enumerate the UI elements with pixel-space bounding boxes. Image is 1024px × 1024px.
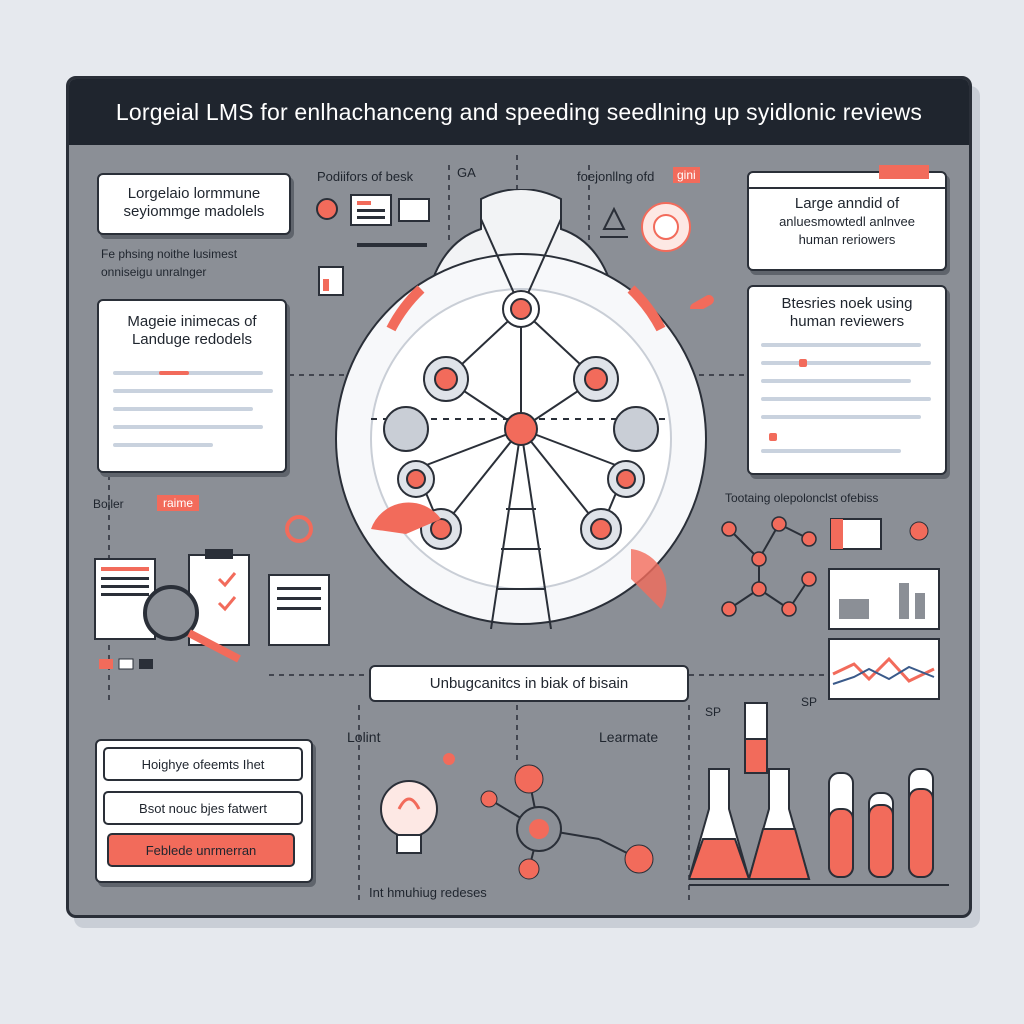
text-line: [761, 379, 911, 383]
option-button-3[interactable]: Feblede unrmerran: [107, 833, 295, 867]
card-top-right-line1: Large anndid of: [794, 195, 900, 212]
option-button-1[interactable]: Hoighye ofeemts Ihet: [103, 747, 303, 781]
card-top-left: Lorgelaio lormmune seyiommge madolels: [97, 173, 291, 235]
bottom-center-label: Learmate: [599, 729, 659, 745]
text-line: [761, 449, 901, 453]
text-line: [761, 397, 931, 401]
card-accent-tab: [879, 165, 929, 179]
top-center-right-label: foejonllng ofd: [577, 169, 655, 184]
left-note-line1: Fe phsing noithe lusimest: [101, 247, 238, 261]
card-middle-right: Btesries noek using human reviewers: [747, 285, 947, 475]
text-line: [113, 443, 213, 447]
review-tools-illustration: [94, 515, 330, 670]
card-middle-right-line1: Btesries noek using: [781, 295, 913, 312]
infographic-board: Lorgeial LMS for enlhachanceng and speed…: [66, 76, 972, 918]
card-top-right: Large anndid of anluesmowtedl anlnvee hu…: [747, 165, 947, 271]
right-sp-label: SP: [705, 705, 722, 719]
text-line-marker: [769, 433, 777, 441]
right-sp2-label: SP: [801, 695, 818, 709]
bottom-left-label: Lolint: [347, 729, 381, 745]
option-button-2[interactable]: Bsot nouc bjes fatwert: [103, 791, 303, 825]
test-tubes-illustration: [689, 702, 949, 886]
lightbulb-and-molecule: [380, 753, 654, 880]
text-line: [113, 425, 263, 429]
left-bottom-tag: Boiler: [93, 497, 124, 511]
text-line: [761, 361, 931, 365]
top-center-ga-label: GA: [457, 165, 476, 180]
top-center-right-tag: gini: [673, 167, 700, 183]
text-line-marker: [799, 359, 807, 367]
card-middle-left: Mageie inimecas of Landuge redodels: [97, 299, 287, 473]
card-top-right-line2: anluesmowtedl anlnvee: [779, 214, 915, 229]
text-line: [761, 415, 921, 419]
card-middle-left-line1: Mageie inimecas of: [127, 313, 257, 330]
bottom-caption: Int hmuhiug redeses: [369, 885, 487, 900]
card-header-strip: [749, 173, 945, 189]
network-and-chart-illustration: [721, 516, 940, 700]
title-bar: Lorgeial LMS for enlhachanceng and speed…: [69, 79, 969, 145]
top-center-left-label: Podiifors of besk: [317, 169, 414, 184]
card-top-right-line3: human reriowers: [798, 232, 896, 247]
page-title: Lorgeial LMS for enlhachanceng and speed…: [115, 98, 923, 125]
text-line-highlight: [159, 371, 189, 375]
text-line: [113, 389, 273, 393]
card-top-left-line1: Lorgelaio lormmune: [127, 185, 261, 202]
center-banner: Unbugcanitcs in biak of bisain: [369, 665, 689, 702]
left-note-line2: onniseigu unralnger: [101, 265, 207, 279]
central-network-diagram: [335, 189, 707, 629]
text-line: [761, 343, 921, 347]
card-middle-right-line2: human reviewers: [789, 313, 905, 330]
right-mid-note: Tootaing olepolonclst ofebiss: [725, 491, 879, 505]
document-icons: [316, 194, 430, 296]
left-bottom-coral-tag: raime: [157, 495, 200, 511]
text-line: [113, 407, 253, 411]
target-icon: [600, 202, 714, 309]
card-middle-left-line2: Landuge redodels: [131, 331, 253, 348]
card-top-left-line2: seyiommge madolels: [123, 203, 265, 220]
